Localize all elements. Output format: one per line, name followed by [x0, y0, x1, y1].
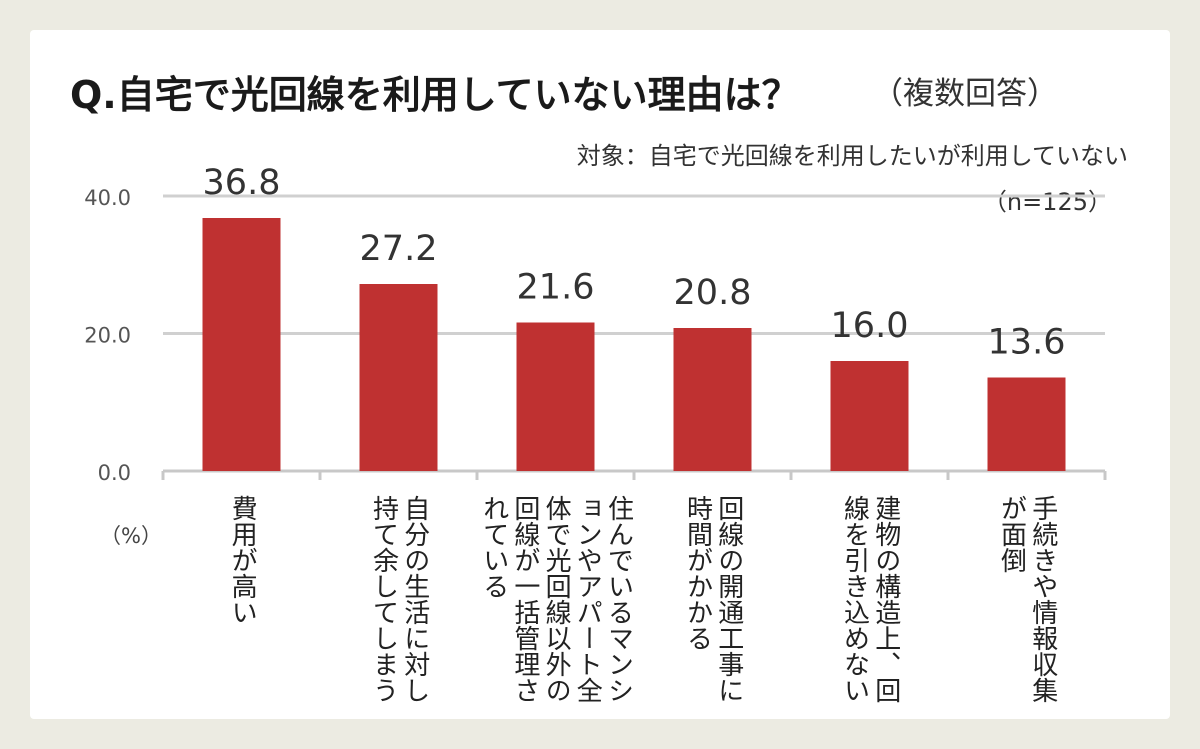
bar	[516, 322, 595, 471]
category-label: 手続きや情報収集が面倒	[996, 495, 1058, 703]
y-tick-label: 0.0	[98, 461, 131, 485]
y-tick-label: 20.0	[84, 324, 131, 348]
data-label: 16.0	[831, 306, 909, 346]
category-label: 自分の生活に対し持て余してしまう	[368, 495, 430, 703]
bar	[673, 328, 752, 471]
bar	[987, 377, 1066, 471]
category-label: 回線の開通工事に時間がかかる	[682, 495, 744, 703]
bar	[202, 218, 281, 471]
category-label: 住んでいるマンションやアパート全体で光回線以外の回線が一括管理されている	[478, 495, 634, 703]
chart-title: Q.自宅で光回線を利用していない理由は？	[70, 73, 800, 117]
unit-label: （%）	[100, 524, 162, 548]
data-label: 13.6	[988, 323, 1066, 363]
chart-subtitle: （複数回答）	[872, 76, 1058, 112]
sample-size: （n=125）	[982, 188, 1112, 216]
category-label: 建物の構造上、回線を引き込めない	[839, 495, 901, 703]
target-note: 対象：自宅で光回線を利用したいが利用していない	[576, 142, 1128, 170]
y-tick-label: 40.0	[84, 186, 131, 210]
data-label: 21.6	[517, 268, 595, 308]
data-label: 27.2	[360, 229, 438, 269]
data-label: 20.8	[674, 273, 752, 313]
bar	[830, 361, 909, 471]
bar	[359, 284, 438, 471]
category-label: 費用が高い	[227, 495, 258, 625]
data-label: 36.8	[203, 163, 281, 203]
